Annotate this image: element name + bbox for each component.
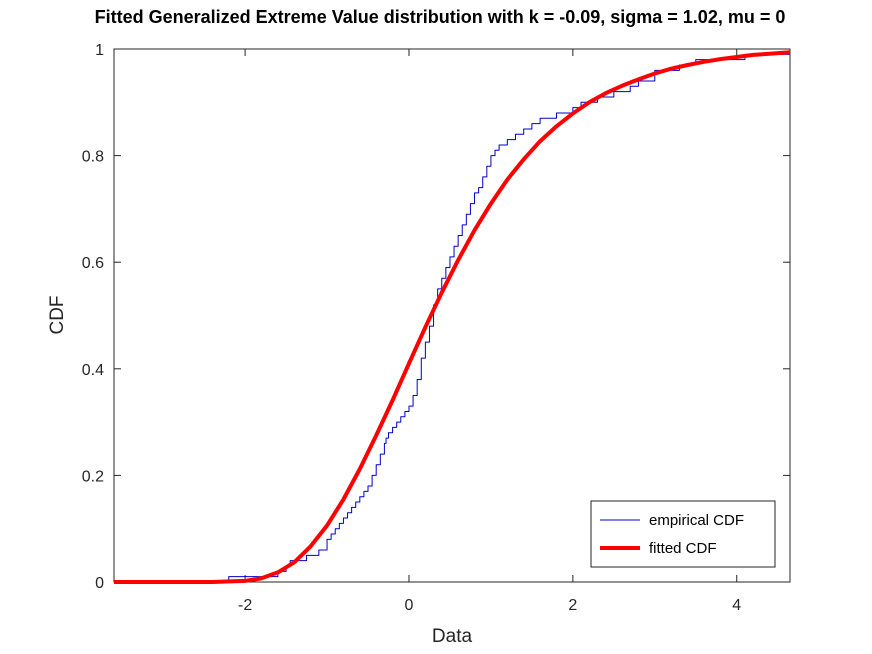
- x-axis-label: Data: [432, 626, 473, 647]
- legend-label-fitted-cdf: fitted CDF: [649, 540, 717, 557]
- axis-ticks: -2 0 2 4 0 0.2 0.4 0.6 0.8 1: [82, 42, 790, 614]
- series-layer: [114, 50, 791, 584]
- legend-label-empirical-cdf: empirical CDF: [649, 512, 744, 529]
- legend: empirical CDF fitted CDF: [590, 500, 776, 568]
- series-line-fitted-cdf: [114, 50, 791, 584]
- legend-box: [590, 500, 776, 568]
- x-tick-label: -2: [238, 597, 252, 614]
- y-tick-label: 0.8: [82, 149, 104, 166]
- x-tick-label: 4: [732, 597, 741, 614]
- x-tick-label: 0: [405, 597, 414, 614]
- y-tick-label: 0.2: [82, 468, 104, 485]
- series-line-empirical-cdf: [114, 53, 790, 583]
- x-tick-label: 2: [568, 597, 577, 614]
- y-tick-label: 0.4: [82, 362, 104, 379]
- plot-area: [113, 48, 791, 583]
- y-tick-label: 0.6: [82, 255, 104, 272]
- y-axis-label: CDF: [47, 295, 68, 334]
- y-tick-label: 0: [95, 575, 104, 592]
- y-tick-label: 1: [95, 42, 104, 59]
- chart-title: Fitted Generalized Extreme Value distrib…: [95, 7, 786, 27]
